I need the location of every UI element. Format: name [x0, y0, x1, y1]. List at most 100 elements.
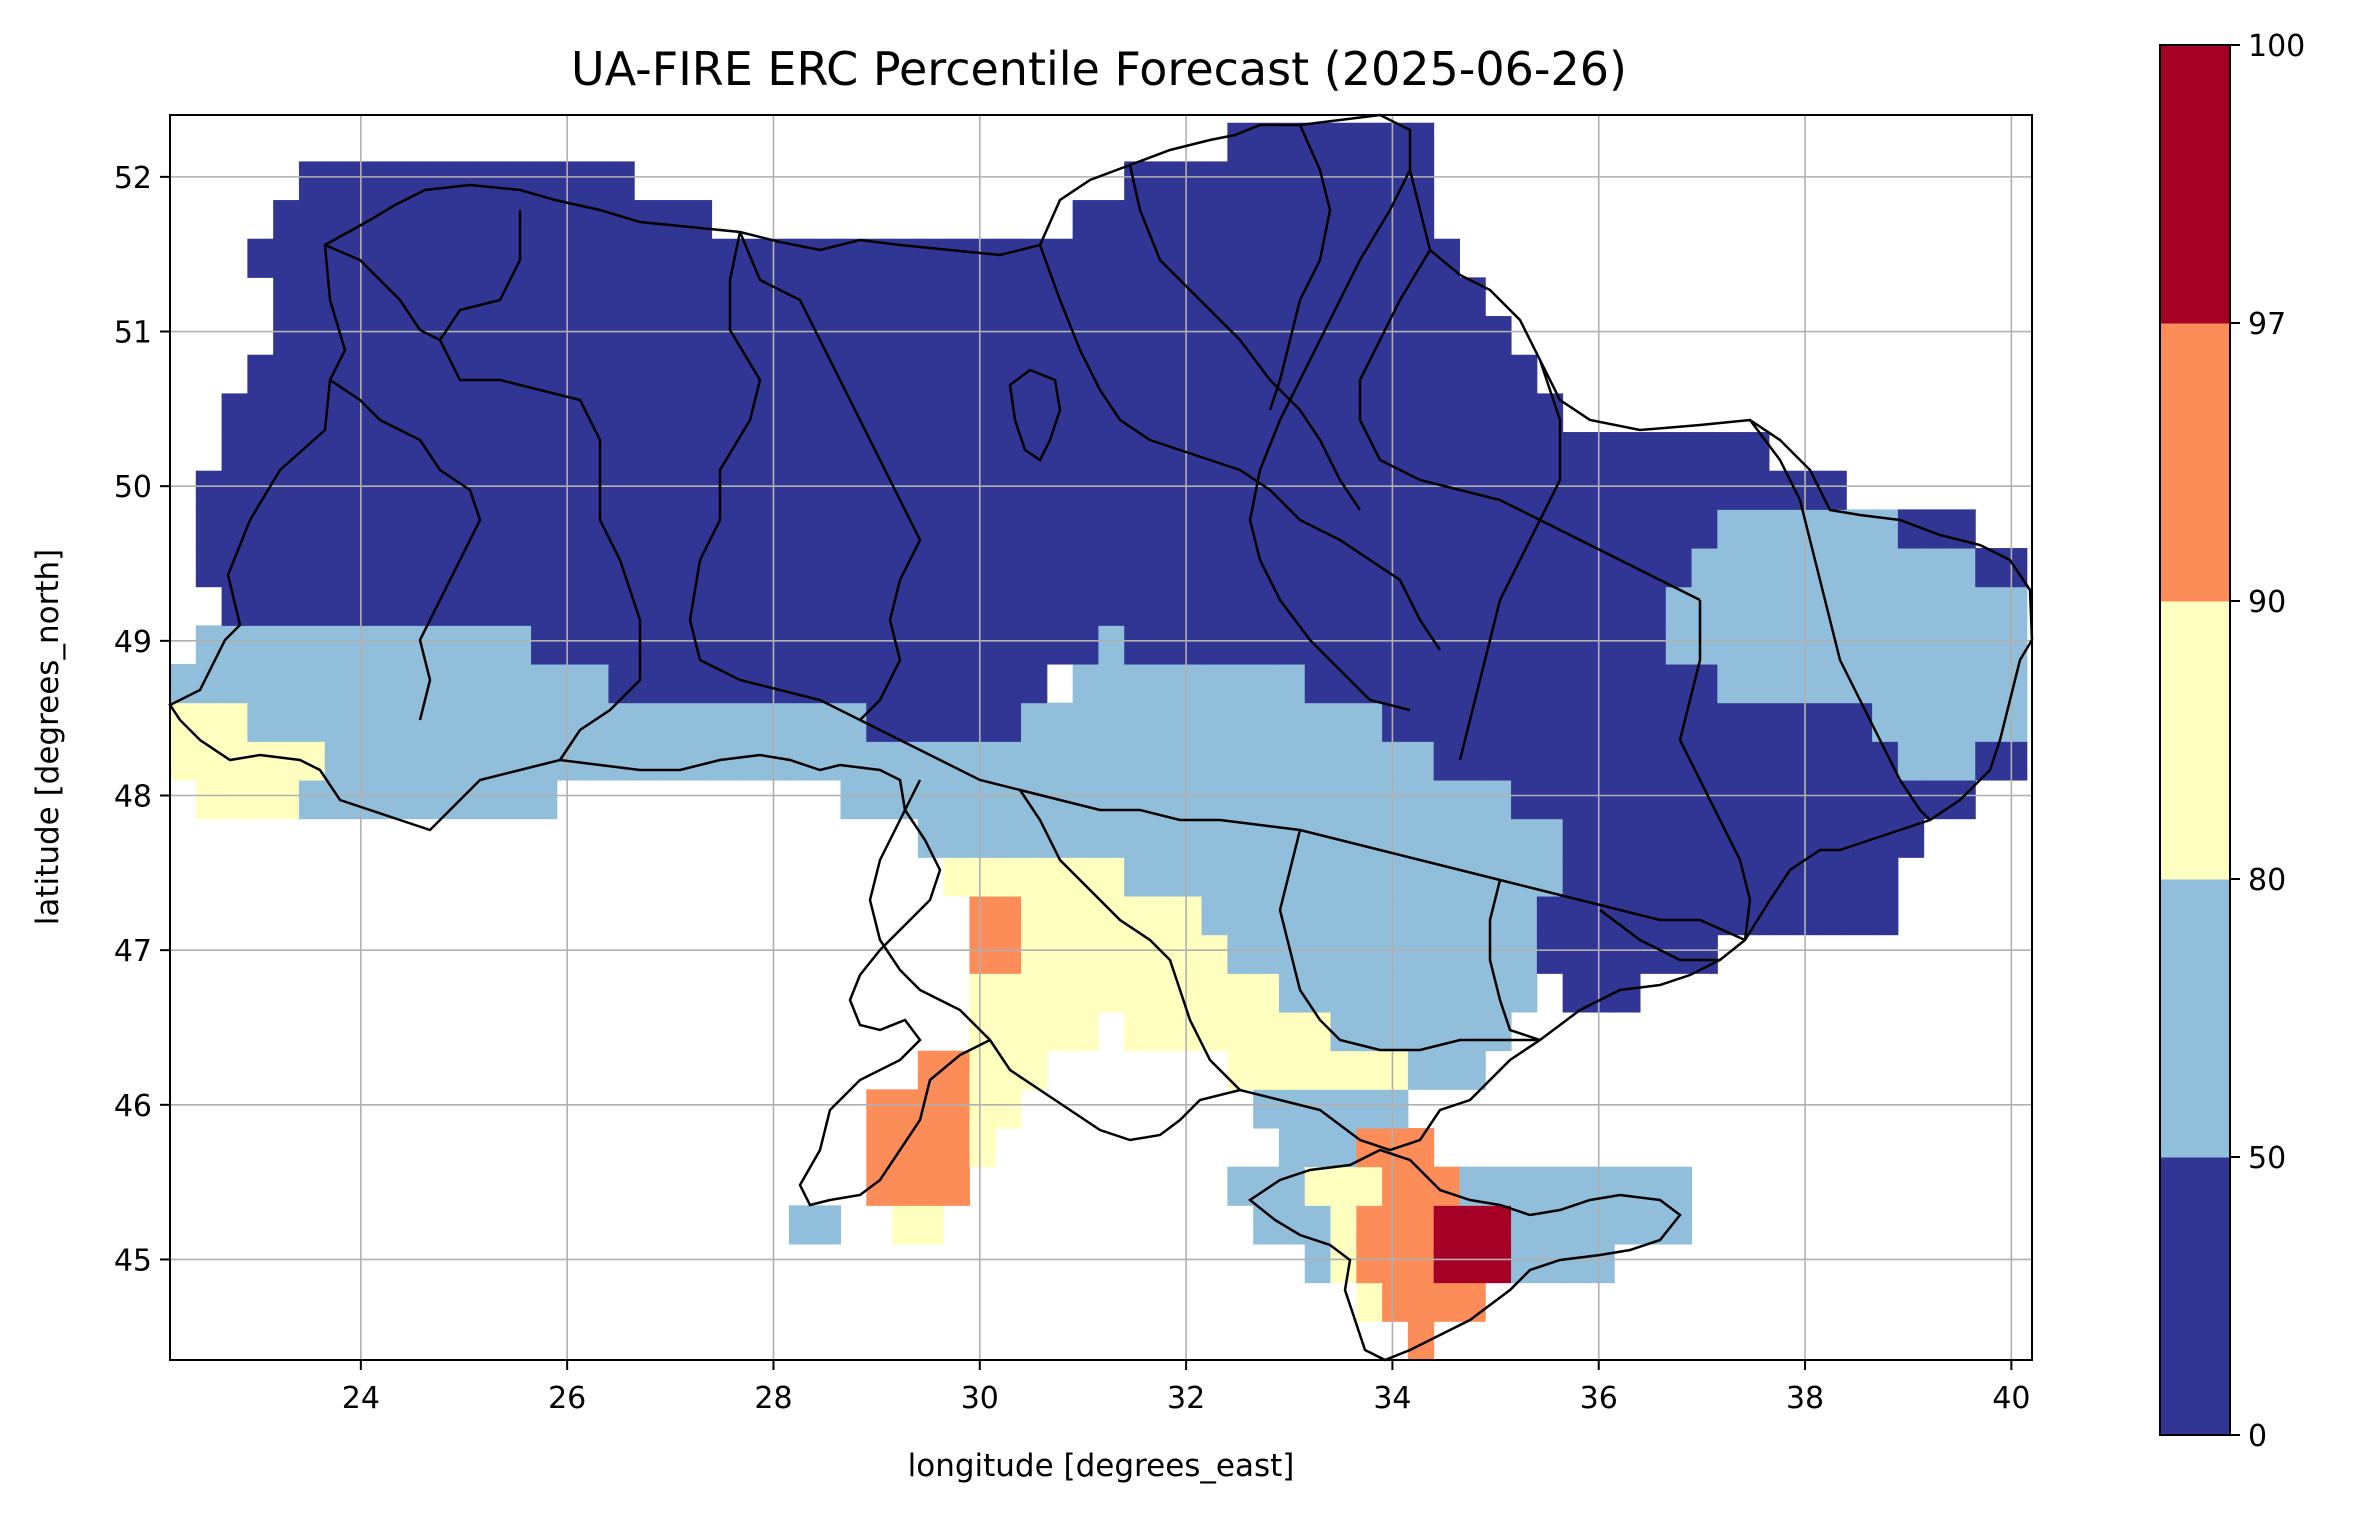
erc-grid-cell	[1072, 780, 1099, 820]
erc-grid-cell	[1072, 509, 1099, 549]
erc-grid-cell	[711, 664, 738, 704]
erc-grid-cell	[1459, 316, 1486, 356]
colorbar-tick-label: 0	[2248, 1419, 2267, 1454]
oblast-boundary	[1458, 359, 1562, 761]
erc-grid-cell	[634, 702, 661, 742]
erc-grid-cell	[221, 664, 248, 704]
erc-grid-cell	[1511, 780, 1538, 820]
erc-grid-cell	[298, 509, 326, 549]
erc-grid-cell	[1382, 896, 1409, 936]
erc-grid-cell	[1253, 1012, 1280, 1052]
erc-grid-cell	[1098, 702, 1125, 742]
erc-grid-cell	[273, 586, 300, 626]
erc-grid-cell	[969, 586, 996, 626]
erc-grid-cell	[711, 354, 738, 394]
erc-grid-cell	[943, 1166, 970, 1206]
erc-grid-cell	[1794, 625, 1822, 665]
erc-grid-cell	[1511, 818, 1538, 858]
erc-grid-cell	[505, 741, 532, 781]
erc-grid-cell	[1098, 934, 1125, 974]
erc-grid-cell	[1949, 548, 1976, 588]
erc-grid-cell	[1330, 1012, 1357, 1052]
erc-grid-cell	[1382, 741, 1409, 781]
erc-grid-cell	[763, 238, 790, 278]
erc-grid-cell	[917, 277, 945, 317]
erc-grid-cell	[479, 393, 506, 433]
erc-grid-cell	[1278, 432, 1306, 472]
erc-grid-cell	[195, 509, 223, 549]
erc-grid-cell	[1459, 973, 1486, 1013]
erc-grid-cell	[453, 702, 480, 742]
erc-grid-cell	[1330, 973, 1357, 1013]
erc-grid-cell	[479, 664, 506, 704]
erc-grid-cell	[1743, 702, 1770, 742]
erc-grid-cell	[221, 509, 248, 549]
erc-grid-cell	[969, 238, 996, 278]
erc-grid-cell	[917, 432, 945, 472]
colorbar-tick-label: 100	[2248, 29, 2305, 64]
erc-grid-cell	[1330, 1050, 1357, 1090]
erc-grid-cell	[1665, 1166, 1693, 1206]
erc-grid-cell	[1021, 857, 1048, 897]
erc-grid-cell	[995, 818, 1022, 858]
erc-grid-cell	[1046, 973, 1074, 1013]
y-tick-label: 45	[114, 1243, 152, 1278]
erc-grid-cell	[1201, 200, 1228, 240]
erc-grid-cell	[1407, 896, 1435, 936]
erc-grid-cell	[1356, 509, 1383, 549]
erc-grid-cell	[892, 1089, 919, 1129]
erc-grid-cell	[1691, 896, 1718, 936]
erc-grid-cell	[1614, 702, 1641, 742]
erc-grid-cell	[1021, 238, 1048, 278]
erc-grid-cell	[247, 702, 274, 742]
erc-grid-cell	[505, 509, 532, 549]
erc-grid-cell	[221, 393, 248, 433]
erc-grid-cell	[1098, 432, 1125, 472]
erc-grid-cell	[427, 238, 455, 278]
erc-grid-cell	[479, 586, 506, 626]
erc-grid-cell	[1046, 857, 1074, 897]
erc-grid-cell	[969, 1089, 996, 1129]
erc-grid-cell	[1897, 664, 1925, 704]
erc-grid-cell	[453, 432, 480, 472]
erc-grid-cell	[1640, 818, 1667, 858]
erc-grid-cell	[427, 586, 455, 626]
erc-grid-cell	[1175, 741, 1203, 781]
erc-grid-cell	[814, 509, 842, 549]
erc-grid-cell	[1098, 973, 1125, 1013]
erc-grid-cell	[1820, 664, 1847, 704]
erc-grid-cell	[608, 509, 635, 549]
erc-grid-cell	[892, 432, 919, 472]
erc-grid-cell	[943, 316, 970, 356]
erc-grid-cell	[1304, 122, 1332, 162]
erc-grid-cell	[814, 548, 842, 588]
erc-grid-cell	[608, 161, 635, 201]
erc-grid-cell	[1098, 277, 1125, 317]
erc-grid-cell	[1201, 857, 1228, 897]
erc-grid-cell	[660, 316, 687, 356]
erc-grid-cell	[1820, 780, 1847, 820]
erc-grid-cell	[995, 857, 1022, 897]
erc-grid-cell	[1717, 857, 1744, 897]
erc-grid-cell	[1975, 664, 2002, 704]
erc-grid-cell	[660, 741, 687, 781]
erc-grid-cell	[350, 702, 377, 742]
erc-grid-cell	[634, 432, 661, 472]
erc-grid-cell	[1382, 393, 1409, 433]
erc-grid-cell	[1433, 1282, 1460, 1322]
erc-grid-cell	[763, 354, 790, 394]
erc-grid-cell	[1175, 161, 1203, 201]
erc-grid-cell	[1588, 741, 1615, 781]
erc-grid-cell	[1949, 625, 1976, 665]
erc-grid-cell	[917, 393, 945, 433]
erc-grid-cell	[1201, 896, 1228, 936]
erc-grid-cell	[1278, 1012, 1306, 1052]
erc-grid-cell	[1485, 741, 1512, 781]
erc-grid-cell	[1846, 702, 1873, 742]
erc-grid-cell	[298, 664, 326, 704]
erc-grid-cell	[1743, 664, 1770, 704]
erc-grid-cell	[1743, 548, 1770, 588]
erc-grid-cell	[402, 586, 429, 626]
erc-grid-cell	[892, 277, 919, 317]
erc-grid-cell	[479, 625, 506, 665]
